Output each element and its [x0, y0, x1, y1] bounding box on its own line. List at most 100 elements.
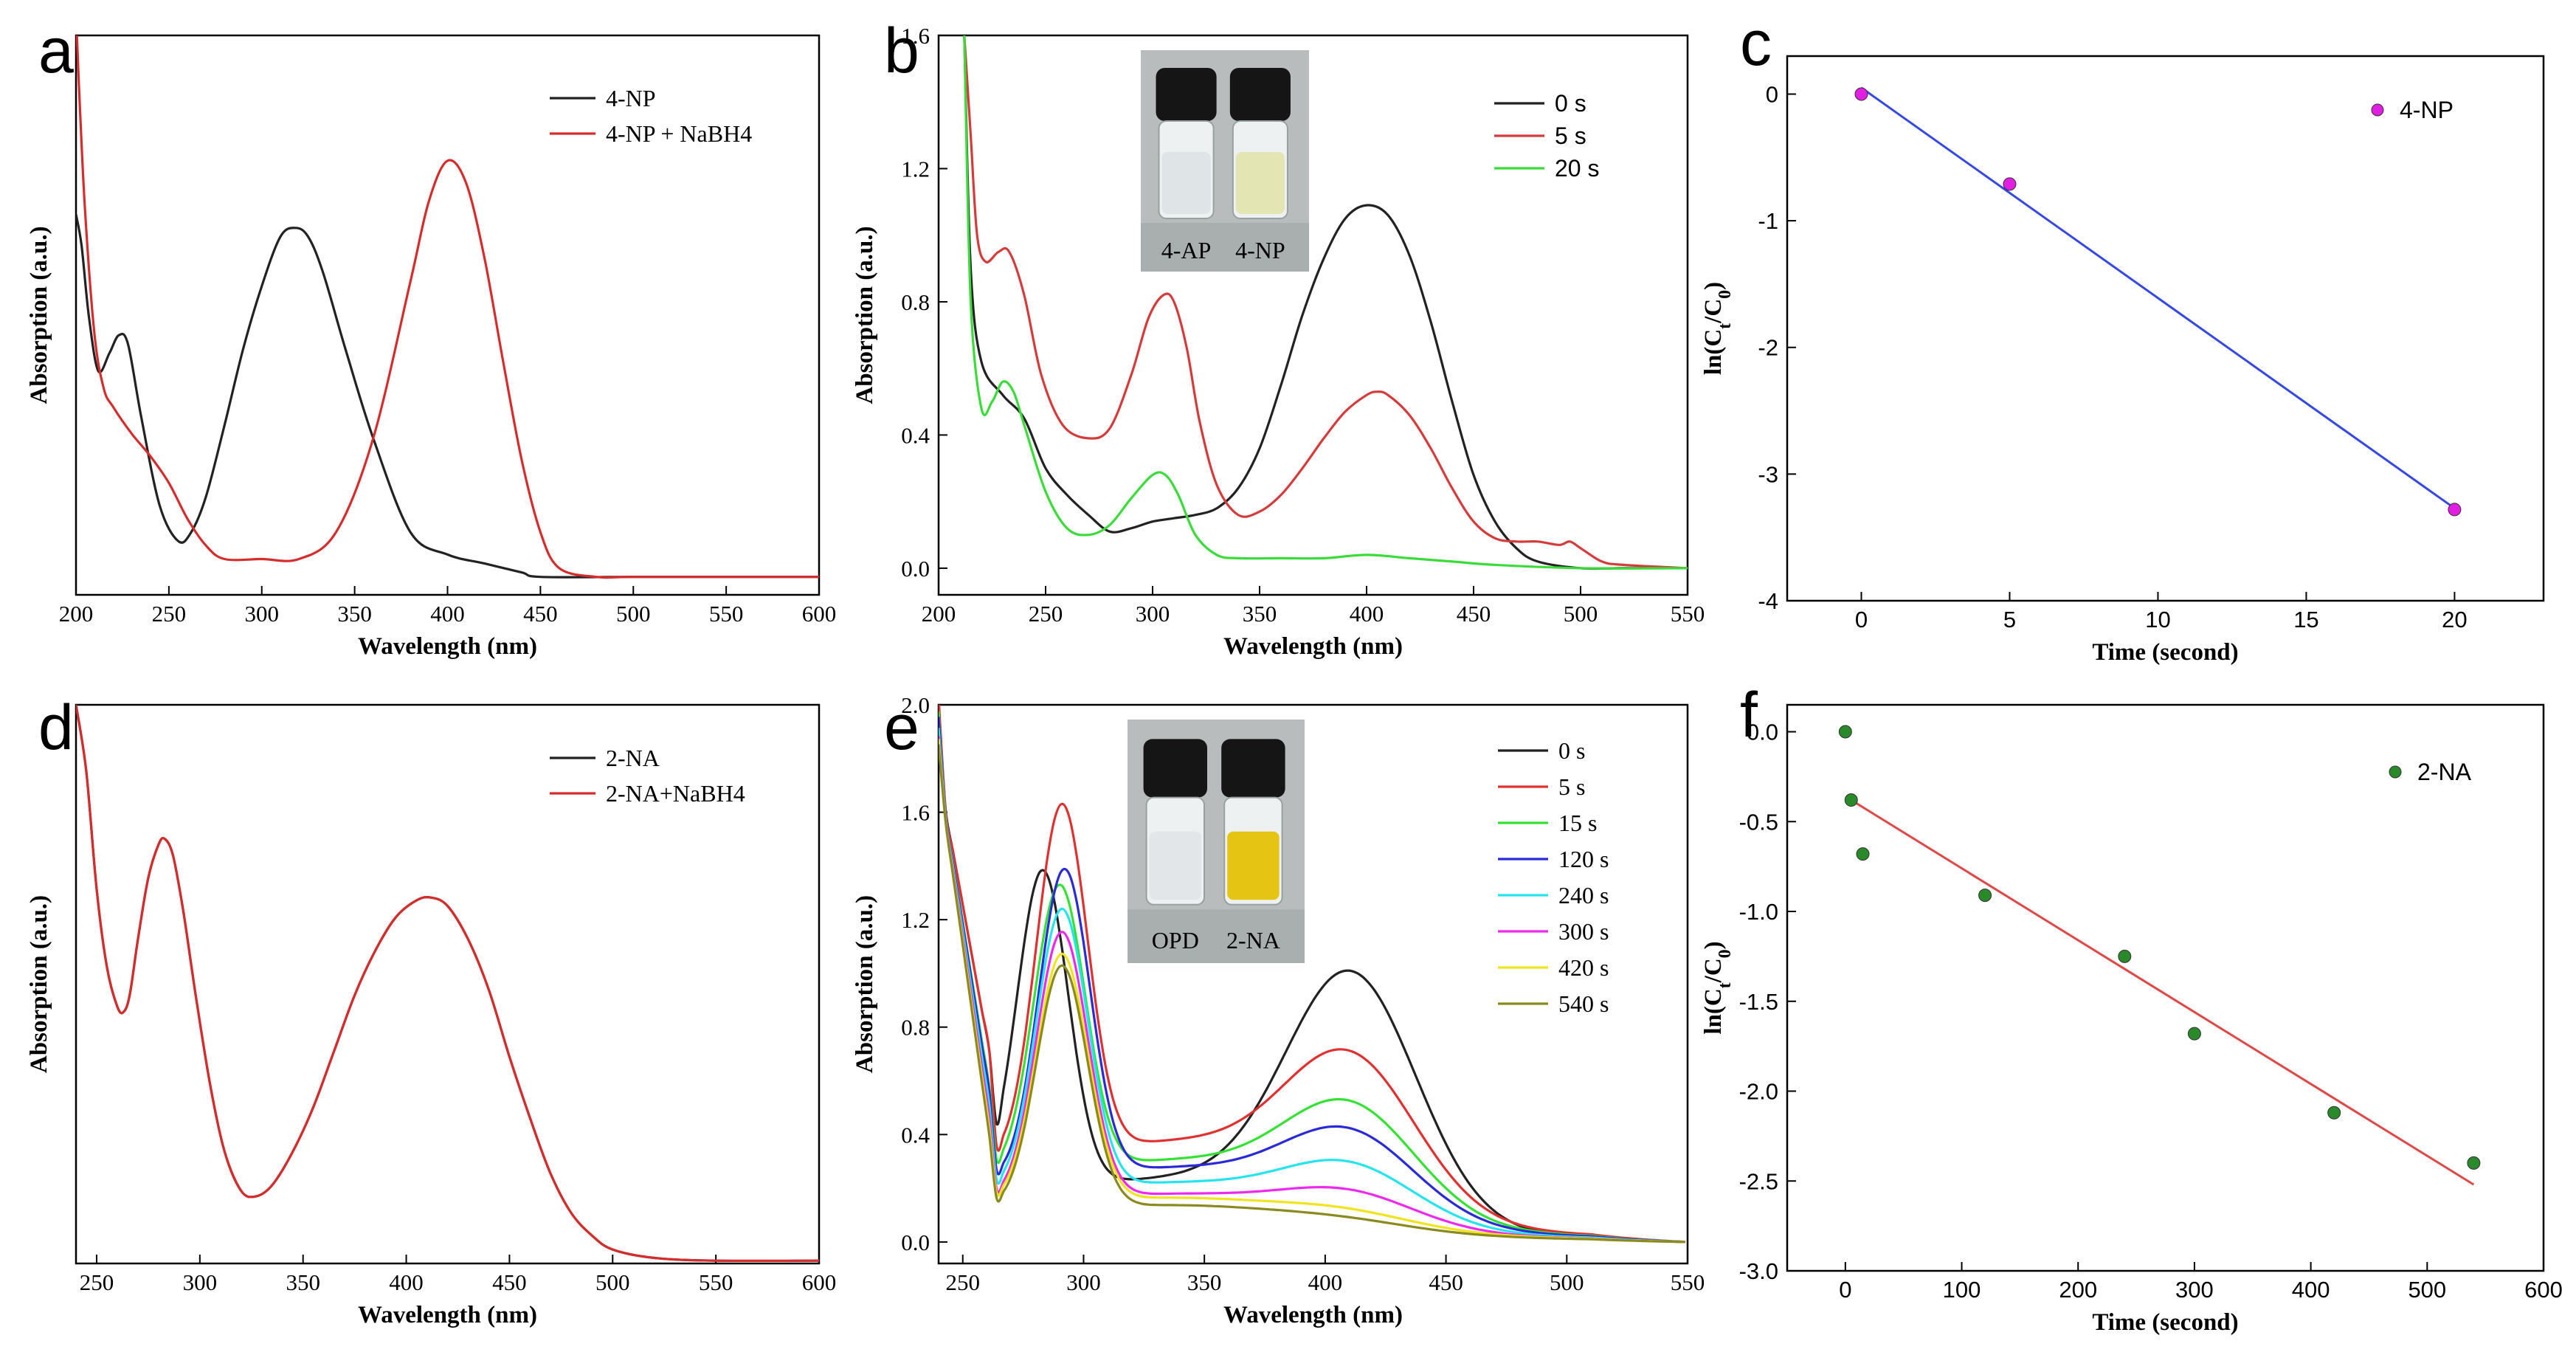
y-tick-label: -2 — [1758, 335, 1778, 361]
fit-line — [1860, 86, 2456, 509]
x-tick-label: 200 — [59, 601, 94, 627]
legend-label: 540 s — [1558, 990, 1609, 1017]
y-tick-label: -2.5 — [1739, 1168, 1778, 1194]
x-tick-label: 0 — [1839, 1277, 1851, 1303]
x-tick-label: 200 — [922, 601, 956, 627]
vial-cap — [1156, 68, 1217, 121]
y-tick-label: -1.5 — [1739, 989, 1778, 1015]
legend-marker — [2371, 103, 2384, 117]
plot-frame — [937, 34, 1689, 596]
vial-label: 2-NA — [1226, 927, 1280, 954]
panel-letter: a — [38, 15, 74, 86]
y-tick-label: 0.0 — [901, 556, 930, 582]
x-axis-title: Wavelength (nm) — [358, 1302, 537, 1328]
legend-label: 300 s — [1558, 918, 1609, 945]
x-tick-label: 600 — [802, 1269, 837, 1295]
plot-frame — [937, 703, 1689, 1265]
x-tick-label: 550 — [699, 1269, 733, 1295]
x-axis-title: Time (second) — [2092, 639, 2238, 666]
legend-label: 2-NA — [2417, 759, 2472, 785]
data-point — [2003, 177, 2017, 191]
vial-photo-shelf — [1128, 909, 1305, 963]
y-tick-label: 0.8 — [901, 289, 930, 315]
panel-d: 250 300 350 400 450 500 550 600 Wavelength (nm) A… — [26, 692, 836, 1328]
legend-label: 2-NA+NaBH4 — [606, 780, 745, 807]
x-tick-label: 400 — [1350, 601, 1384, 627]
legend-label: 0 s — [1555, 90, 1586, 117]
y-tick-label: 1.6 — [901, 800, 930, 826]
x-tick-label: 200 — [2059, 1277, 2097, 1303]
x-tick-label: 500 — [595, 1269, 630, 1295]
data-point — [1856, 847, 1870, 861]
vial-liquid — [1235, 152, 1285, 214]
series-line-4-NP — [76, 214, 819, 579]
data-point — [2467, 1156, 2481, 1170]
x-tick-label: 100 — [1943, 1277, 1981, 1303]
y-tick-label: 1.6 — [901, 23, 930, 49]
x-tick-label: 350 — [1243, 601, 1277, 627]
data-point — [2448, 503, 2462, 517]
legend-label: 240 s — [1558, 882, 1609, 908]
y-axis-title-part: 0 — [1716, 949, 1735, 958]
x-tick-label: 250 — [1029, 601, 1063, 627]
x-tick-label: 250 — [80, 1269, 114, 1295]
x-tick-label: 450 — [1457, 601, 1491, 627]
y-tick-label: -1 — [1758, 208, 1778, 234]
y-tick-label: 1.2 — [901, 156, 930, 182]
vial-label: OPD — [1152, 927, 1199, 954]
y-tick-label: -0.5 — [1739, 809, 1778, 835]
x-tick-label: 15 — [2293, 607, 2318, 632]
y-tick-label: -2.0 — [1739, 1079, 1778, 1105]
x-axis-title: Time (second) — [2092, 1309, 2238, 1336]
x-tick-label: 300 — [1136, 601, 1170, 627]
x-tick-label: 20 — [2442, 607, 2467, 632]
y-tick-label: 1.2 — [901, 907, 930, 933]
series-line-4-NP-NaBH4 — [76, 35, 819, 579]
x-tick-label: 600 — [802, 601, 837, 627]
panel-letter: b — [884, 15, 919, 86]
x-tick-label: 550 — [709, 601, 744, 627]
y-axis-title-part: /C — [1700, 958, 1727, 983]
y-axis-title: ln(Ct/C0) — [1700, 282, 1735, 375]
legend-label: 0 s — [1558, 737, 1585, 764]
y-tick-label: 0.0 — [1747, 720, 1778, 745]
panel-e: 250 300 350 400 450 500 550 0.0 0.4 0.8 1.2 1.6 2.0 W… — [852, 692, 1705, 1328]
x-tick-label: 400 — [389, 1269, 424, 1295]
y-tick-label: 0.0 — [901, 1230, 930, 1255]
y-axis-title: ln(Ct/C0) — [1700, 941, 1735, 1034]
legend-label: 5 s — [1555, 123, 1586, 149]
series-line-2-NA-NaBH4 — [76, 705, 819, 1263]
data-point — [2327, 1106, 2341, 1120]
y-axis-title-part: ln(C — [1700, 329, 1727, 375]
x-tick-label: 500 — [2408, 1277, 2446, 1303]
panel-f: 0 100 200 300 400 500 600 0.0 -0.5 -1.0 -1.5 -2.0 -2… — [1700, 680, 2563, 1336]
plot-frame — [75, 703, 821, 1265]
y-tick-label: -4 — [1758, 588, 1778, 614]
x-tick-label: 250 — [152, 601, 187, 627]
y-axis-title: Absorption (a.u.) — [26, 895, 52, 1073]
vial-photo-shelf — [1141, 223, 1309, 272]
y-tick-label: 0 — [1766, 81, 1778, 107]
y-axis-title-part: ln(C — [1700, 988, 1727, 1034]
x-tick-label: 450 — [492, 1269, 527, 1295]
series-line-120-s — [939, 717, 1685, 1244]
legend-label: 4-NP — [2400, 97, 2454, 123]
legend-label: 20 s — [1555, 155, 1599, 182]
series-line-540-s — [939, 744, 1685, 1244]
series-line-0-s — [939, 725, 1685, 1244]
x-tick-label: 10 — [2145, 607, 2170, 632]
y-axis-title-part: t — [1716, 323, 1735, 329]
panel-b: 200 250 300 350 400 450 500 550 0.0 0.4 0.8 1.2 1.6 W… — [852, 15, 1705, 660]
legend-marker — [2389, 765, 2402, 779]
x-tick-label: 300 — [2175, 1277, 2214, 1303]
panel-a: 200 250 300 350 400 450 500 550 600 Wavelength (n… — [26, 15, 837, 660]
x-tick-label: 5 — [2003, 607, 2016, 632]
fit-line — [1850, 799, 2475, 1186]
x-tick-label: 300 — [245, 601, 280, 627]
y-axis-title-part: t — [1716, 982, 1735, 988]
legend-label: 420 s — [1558, 954, 1609, 981]
x-tick-label: 250 — [945, 1269, 980, 1295]
x-tick-label: 400 — [430, 601, 465, 627]
